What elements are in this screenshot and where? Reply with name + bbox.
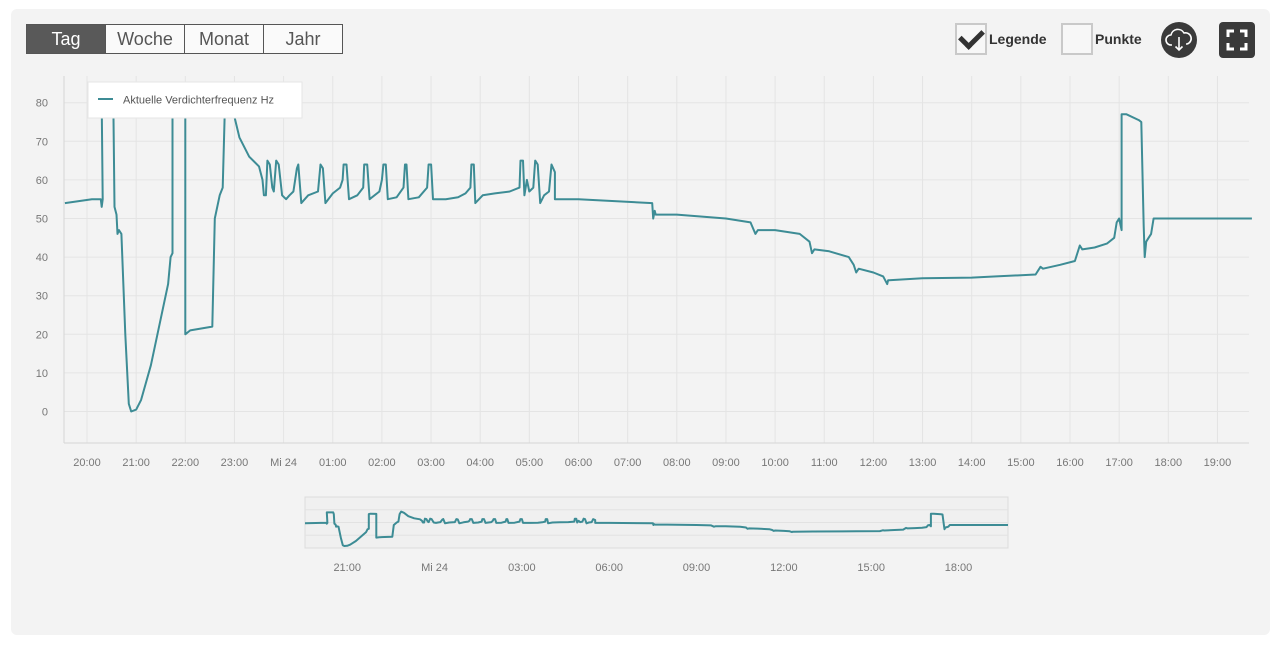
points-checkbox[interactable] [1061,23,1093,55]
range-tab-group: Tag Woche Monat Jahr [26,24,343,54]
legend-toggle-label: Legende [989,31,1047,47]
legend-checkbox[interactable] [955,23,987,55]
tab-year[interactable]: Jahr [263,25,342,53]
fullscreen-button[interactable] [1219,22,1255,58]
points-toggle-label: Punkte [1095,31,1142,47]
points-toggle[interactable]: Punkte [1061,23,1142,55]
fullscreen-icon [1226,29,1248,51]
tab-month[interactable]: Monat [184,25,263,53]
chart-panel [11,9,1270,635]
tab-day[interactable]: Tag [27,25,105,53]
download-button[interactable] [1161,22,1197,58]
tab-week[interactable]: Woche [105,25,184,53]
cloud-download-icon [1165,28,1192,52]
legend-toggle[interactable]: Legende [955,23,1047,55]
